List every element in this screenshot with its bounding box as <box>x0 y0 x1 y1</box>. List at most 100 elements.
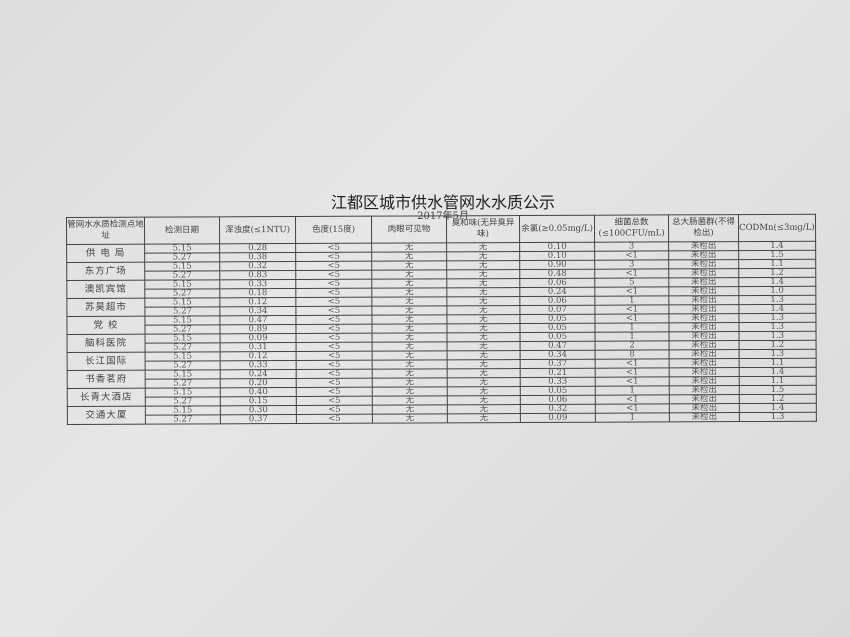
residual-chlorine-cell: 0.24 <box>519 287 595 297</box>
turbidity-cell: 0.30 <box>220 405 297 415</box>
codmn-cell: 1.5 <box>738 250 816 260</box>
codmn-cell: 1.0 <box>738 286 816 296</box>
residual-chlorine-cell: 0.10 <box>519 242 595 252</box>
residual-chlorine-cell: 0.06 <box>519 296 595 306</box>
date-cell: 5.27 <box>144 306 220 317</box>
residual-chlorine-cell: 0.09 <box>520 413 596 423</box>
visible-matter-cell: 无 <box>372 404 448 415</box>
site-name-cell: 长青大酒店 <box>67 388 146 407</box>
residual-chlorine-cell: 0.06 <box>520 395 596 405</box>
date-cell: 5.27 <box>145 360 221 371</box>
color-cell: <5 <box>296 378 373 388</box>
bacteria-cell: 1 <box>594 322 670 333</box>
odor-cell: 无 <box>446 260 520 270</box>
date-cell: 5.15 <box>144 243 220 254</box>
odor-cell: 无 <box>446 278 520 288</box>
column-header: 臭和味(无异臭异味) <box>446 215 520 243</box>
coliform-cell: 未检出 <box>669 403 740 413</box>
visible-matter-cell: 无 <box>372 386 448 397</box>
coliform-cell: 未检出 <box>668 250 739 260</box>
color-cell: <5 <box>295 243 372 253</box>
bacteria-cell: 1 <box>595 331 670 342</box>
turbidity-cell: 0.83 <box>219 270 296 280</box>
residual-chlorine-cell: 0.07 <box>519 305 595 315</box>
coliform-cell: 未检出 <box>668 322 740 332</box>
turbidity-cell: 0.40 <box>220 387 297 397</box>
visible-matter-cell: 无 <box>371 323 448 334</box>
visible-matter-cell: 无 <box>371 260 447 271</box>
residual-chlorine-cell: 0.05 <box>520 332 596 342</box>
visible-matter-cell: 无 <box>371 242 447 253</box>
bacteria-cell: <1 <box>594 304 669 315</box>
codmn-cell: 1.4 <box>738 304 816 314</box>
bacteria-cell: 5 <box>594 277 669 288</box>
turbidity-cell: 0.37 <box>220 414 297 424</box>
visible-matter-cell: 无 <box>371 305 447 316</box>
visible-matter-cell: 无 <box>372 368 448 379</box>
color-cell: <5 <box>296 414 373 424</box>
site-name-cell: 书香茗府 <box>67 370 146 389</box>
turbidity-cell: 0.32 <box>219 261 296 271</box>
odor-cell: 无 <box>446 251 520 261</box>
turbidity-cell: 0.89 <box>219 324 297 334</box>
odor-cell: 无 <box>446 314 520 324</box>
turbidity-cell: 0.47 <box>219 315 296 325</box>
site-name-cell: 澳凯宾馆 <box>66 280 145 299</box>
residual-chlorine-cell: 0.90 <box>519 260 595 270</box>
codmn-cell: 1.3 <box>739 412 817 422</box>
date-cell: 5.27 <box>145 396 221 407</box>
turbidity-cell: 0.33 <box>220 360 297 370</box>
turbidity-cell: 0.33 <box>219 279 296 289</box>
color-cell: <5 <box>295 324 373 334</box>
document-subtitle: 2017年5月 <box>417 211 469 222</box>
coliform-cell: 未检出 <box>669 340 740 350</box>
visible-matter-cell: 无 <box>372 341 448 352</box>
coliform-cell: 未检出 <box>669 367 740 377</box>
column-header: 余氯(≥0.05mg/L) <box>519 215 595 243</box>
codmn-cell: 1.1 <box>739 376 816 386</box>
bacteria-cell: 3 <box>594 241 669 252</box>
date-cell: 5.15 <box>145 333 221 344</box>
visible-matter-cell: 无 <box>371 251 447 262</box>
bacteria-cell: <1 <box>595 394 670 405</box>
date-cell: 5.27 <box>145 342 221 353</box>
codmn-cell: 1.4 <box>739 403 816 413</box>
visible-matter-cell: 无 <box>371 287 447 298</box>
bacteria-cell: <1 <box>594 286 669 297</box>
color-cell: <5 <box>296 333 373 343</box>
turbidity-cell: 0.12 <box>219 297 296 307</box>
color-cell: <5 <box>296 405 373 415</box>
date-cell: 5.15 <box>144 279 220 290</box>
codmn-cell: 1.3 <box>738 313 816 323</box>
date-cell: 5.15 <box>144 261 220 272</box>
site-name-cell: 供 电 局 <box>66 244 145 263</box>
odor-cell: 无 <box>447 386 521 396</box>
coliform-cell: 未检出 <box>668 313 739 323</box>
visible-matter-cell: 无 <box>371 296 447 307</box>
color-cell: <5 <box>295 261 372 271</box>
odor-cell: 无 <box>447 341 521 351</box>
codmn-cell: 1.1 <box>739 358 816 368</box>
coliform-cell: 未检出 <box>668 286 739 296</box>
codmn-cell: 1.4 <box>738 277 816 287</box>
column-header: 检测日期 <box>144 216 220 245</box>
residual-chlorine-cell: 0.05 <box>519 323 596 333</box>
bacteria-cell: 2 <box>595 340 670 351</box>
odor-cell: 无 <box>447 332 521 342</box>
residual-chlorine-cell: 0.05 <box>520 386 596 396</box>
visible-matter-cell: 无 <box>372 359 448 370</box>
site-name-cell: 党 校 <box>66 316 146 335</box>
visible-matter-cell: 无 <box>371 278 447 289</box>
bacteria-cell: <1 <box>595 403 670 414</box>
coliform-cell: 未检出 <box>669 376 740 386</box>
date-cell: 5.15 <box>145 387 221 398</box>
residual-chlorine-cell: 0.34 <box>520 350 596 360</box>
water-quality-table: 管网水水质检测点地址 检测日期 浑浊度(≤1NTU) 色度(15度) 肉眼可见物 臭和味(… <box>66 214 817 425</box>
odor-cell: 无 <box>446 287 520 297</box>
color-cell: <5 <box>295 306 372 316</box>
coliform-cell: 未检出 <box>669 385 740 395</box>
bacteria-cell: <1 <box>595 358 670 369</box>
color-cell: <5 <box>296 369 373 379</box>
coliform-cell: 未检出 <box>668 304 739 314</box>
date-cell: 5.27 <box>145 414 221 425</box>
